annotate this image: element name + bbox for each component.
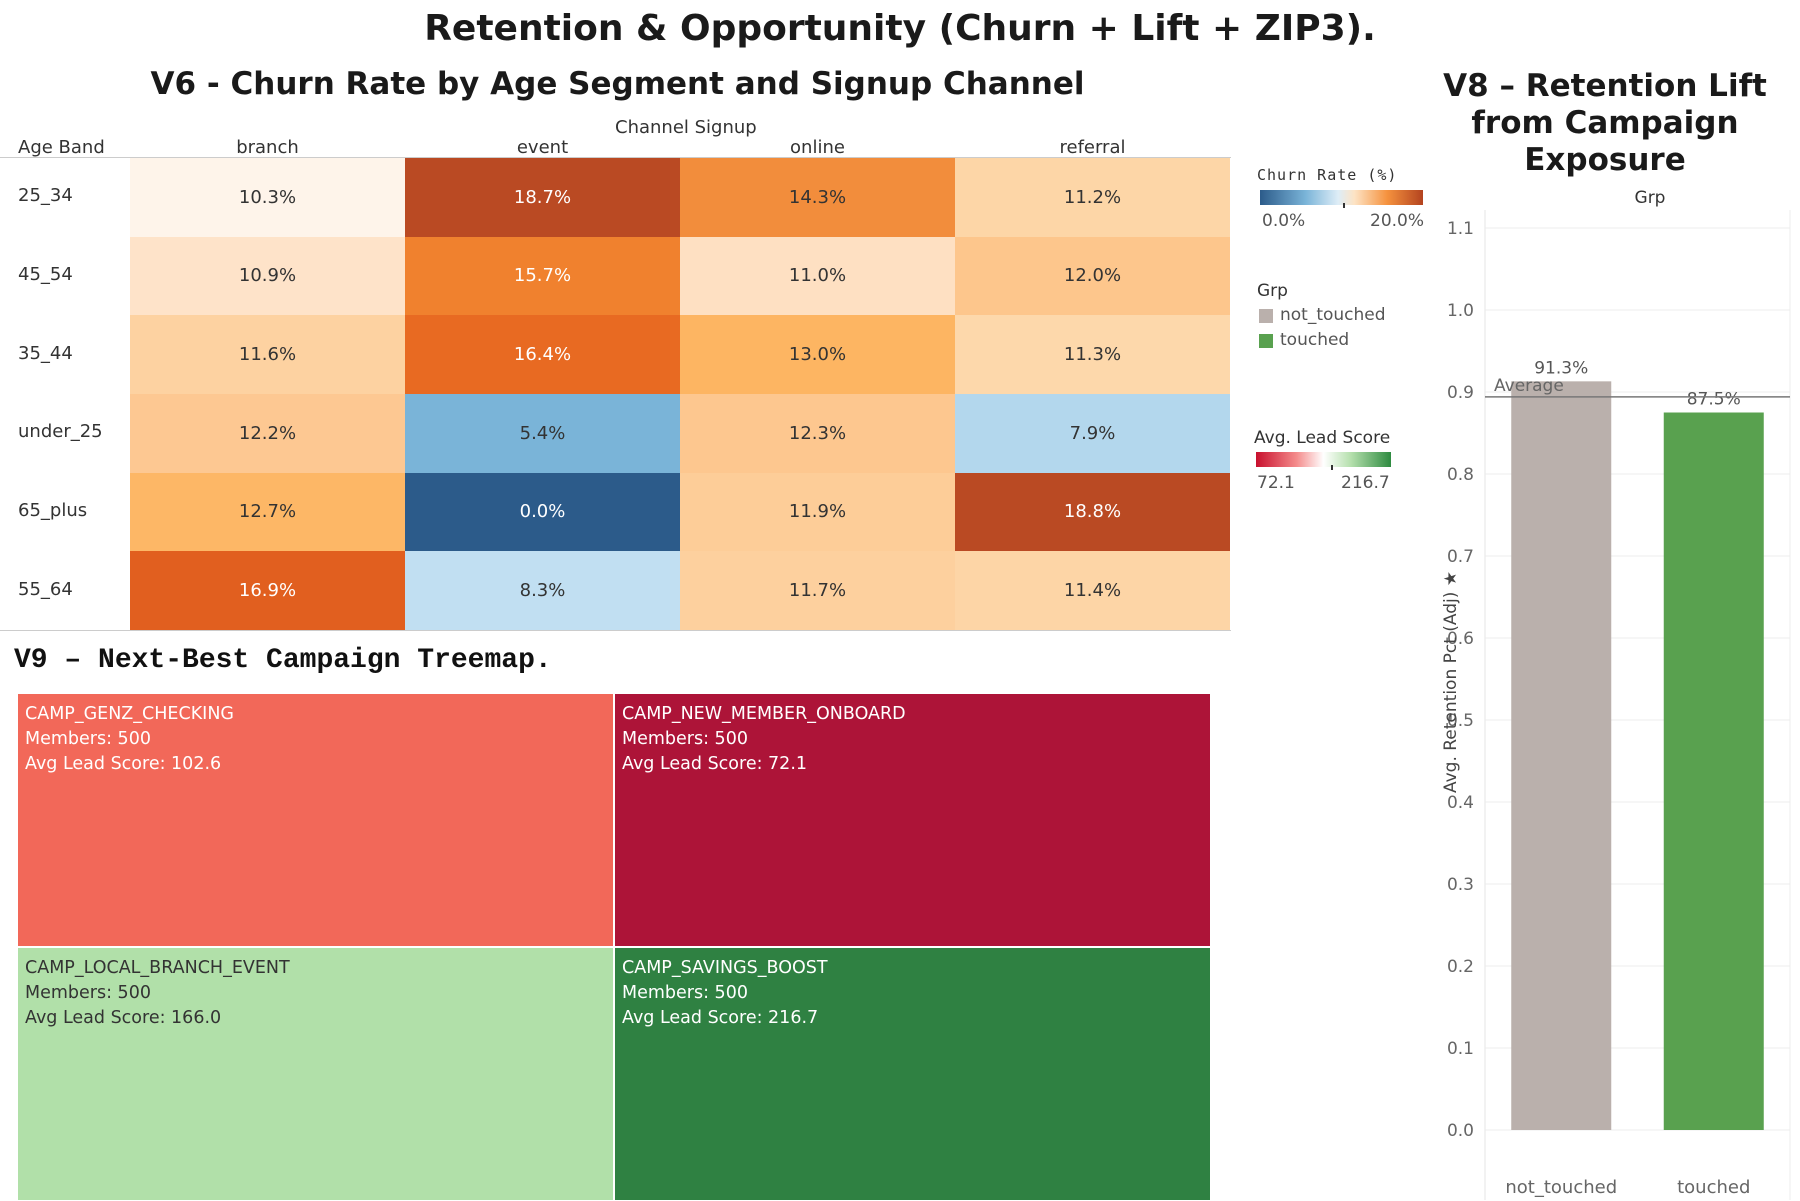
treemap-tile-score: Avg Lead Score: 216.7 [622,1008,819,1028]
treemap-tile[interactable]: CAMP_GENZ_CHECKING Members: 500 Avg Lead… [17,693,614,947]
heatmap-row-label: 65_plus [18,500,88,521]
bar-chart-y-tick-label: 0.9 [1447,383,1474,403]
group-legend-title: Grp [1257,281,1288,301]
heatmap-cell[interactable]: 11.9% [680,472,955,552]
bar-chart-y-tick-label: 0.5 [1447,711,1474,731]
treemap-tile[interactable]: CAMP_SAVINGS_BOOST Members: 500 Avg Lead… [614,947,1211,1201]
heatmap-cell[interactable]: 12.3% [680,394,955,473]
treemap-tile-members: Members: 500 [25,729,151,749]
bar-chart-y-axis-label: Avg. Retention Pct (Adj) ★ [1441,571,1461,793]
heatmap-cell[interactable]: 10.9% [130,236,405,316]
bar-chart-y-tick-label: 0.6 [1447,629,1474,649]
heatmap-col-label-referral: referral [1059,137,1126,158]
heatmap-cell[interactable]: 10.3% [130,158,405,237]
heatmap-cell[interactable]: 18.8% [955,472,1230,552]
group-legend-swatch-touched [1259,334,1273,348]
treemap-tile[interactable]: CAMP_LOCAL_BRANCH_EVENT Members: 500 Avg… [17,947,614,1201]
lead-legend-min: 72.1 [1257,473,1295,493]
churn-legend-gradient [1260,190,1423,205]
churn-legend-min: 0.0% [1262,211,1306,231]
heatmap-row-label: 55_64 [18,578,73,600]
treemap-tile[interactable]: CAMP_NEW_MEMBER_ONBOARD Members: 500 Avg… [614,693,1211,947]
heatmap-cell[interactable]: 16.9% [130,551,405,630]
heatmap-cell[interactable]: 11.2% [955,158,1230,237]
heatmap-col-header: Channel Signup [615,117,757,138]
bar-chart-data-label: 87.5% [1687,390,1741,410]
heatmap-row-label: 25_34 [18,185,73,207]
heatmap-col-label-branch: branch [236,137,299,158]
treemap-tile-score: Avg Lead Score: 102.6 [25,754,222,774]
bar-chart-y-tick-label: 1.1 [1447,219,1474,239]
lead-legend-gradient [1256,452,1391,467]
treemap-tile-score: Avg Lead Score: 72.1 [622,754,808,774]
heatmap-bottom-divider [0,630,1231,631]
bar-chart-y-tick-label: 0.7 [1447,547,1474,567]
treemap-tile-members: Members: 500 [622,729,748,749]
churn-legend-title: Churn Rate (%) [1257,166,1398,184]
treemap-tile-members: Members: 500 [622,983,748,1003]
bar-chart-bar [1663,412,1764,1130]
group-legend-label-not-touched: not_touched [1280,305,1386,325]
heatmap-cell[interactable]: 12.0% [955,236,1230,316]
heatmap-cell[interactable]: 0.0% [405,472,680,552]
bar-chart-y-tick-label: 0.3 [1447,875,1474,895]
lead-legend-max: 216.7 [1341,473,1390,493]
treemap-title: V9 – Next-Best Campaign Treemap. [14,645,552,676]
heatmap-cell[interactable]: 13.0% [680,315,955,394]
heatmap-title: V6 - Churn Rate by Age Segment and Signu… [150,66,1085,102]
churn-legend-marker [1343,203,1345,208]
heatmap-cell[interactable]: 11.0% [680,236,955,316]
churn-legend-max: 20.0% [1370,211,1425,231]
heatmap-cell[interactable]: 8.3% [405,551,680,630]
treemap-tile-score: Avg Lead Score: 166.0 [25,1008,222,1028]
lead-legend-marker [1331,465,1333,470]
treemap-tile-name: CAMP_GENZ_CHECKING [25,704,234,724]
treemap-tile-name: CAMP_NEW_MEMBER_ONBOARD [622,704,906,724]
heatmap-cell[interactable]: 12.2% [130,394,405,473]
heatmap-cell[interactable]: 11.4% [955,551,1230,630]
heatmap-header-divider [0,157,1231,158]
bar-chart-average-label: Average [1494,376,1564,396]
heatmap-cell[interactable]: 11.6% [130,315,405,394]
bar-chart-y-tick-label: 0.8 [1447,465,1474,485]
bar-chart-y-tick-label: 0.2 [1447,957,1474,977]
heatmap-grid: 25_34 10.3% 18.7% 14.3% 11.2% 45_54 10.9% 15.7%… [0,158,1231,630]
bar-chart-title: V8 – Retention Lift from Campaign Exposu… [1443,68,1767,178]
treemap-tile-name: CAMP_LOCAL_BRANCH_EVENT [25,958,290,978]
heatmap-row-label: 35_44 [18,342,73,364]
heatmap-cell[interactable]: 11.7% [680,551,955,630]
heatmap-cell[interactable]: 15.7% [405,236,680,316]
heatmap-cell[interactable]: 14.3% [680,158,955,237]
treemap-tile-name: CAMP_SAVINGS_BOOST [622,958,828,978]
bar-chart-data-label: 91.3% [1534,358,1588,378]
bar-chart-bar [1511,381,1612,1131]
heatmap-row-header: Age Band [18,137,105,158]
bar-chart-y-tick-label: 0.0 [1447,1121,1474,1141]
heatmap-row-label: under_25 [18,421,103,443]
group-legend-swatch-not-touched [1259,309,1273,323]
bar-chart-x-tick-label: not_touched [1505,1177,1617,1198]
bar-chart: 0.0 0.1 0.2 0.3 0.4 0.5 0.6 0.7 0.8 0.9 1.0 1.1 91.… [1441,210,1791,1200]
bar-chart-group-header: Grp [1634,188,1666,208]
dashboard-title: Retention & Opportunity (Churn + Lift + … [424,8,1376,49]
treemap-tile-members: Members: 500 [25,983,151,1003]
bar-chart-y-tick-label: 1.0 [1447,301,1474,321]
heatmap-col-label-online: online [790,137,845,158]
heatmap-cell[interactable]: 12.7% [130,472,405,552]
heatmap-cell[interactable]: 7.9% [955,394,1230,473]
bar-chart-y-tick-label: 0.4 [1447,793,1474,813]
group-legend-label-touched: touched [1280,330,1350,350]
heatmap-cell[interactable]: 5.4% [405,394,680,473]
heatmap-row-label: 45_54 [18,264,73,285]
heatmap-col-label-event: event [516,137,569,158]
heatmap-cell[interactable]: 18.7% [405,158,680,237]
bar-chart-x-tick-label: touched [1677,1177,1750,1198]
heatmap-cell[interactable]: 16.4% [405,315,680,394]
lead-legend-title: Avg. Lead Score [1254,428,1391,448]
heatmap-cell[interactable]: 11.3% [955,315,1230,394]
bar-chart-y-tick-label: 0.1 [1447,1039,1474,1059]
